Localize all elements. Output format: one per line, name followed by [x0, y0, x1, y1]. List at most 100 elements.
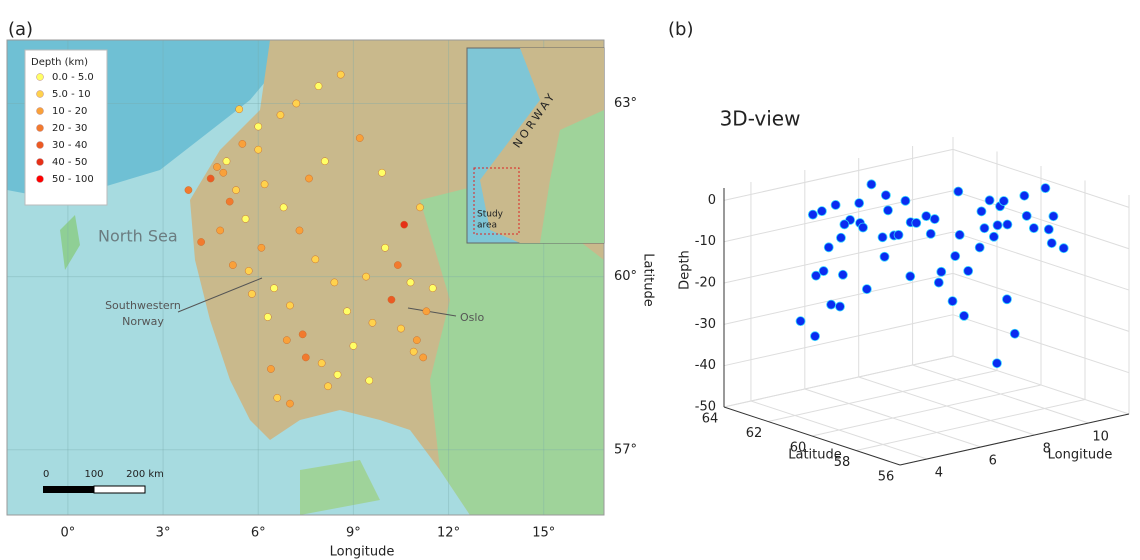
event: [299, 331, 306, 338]
event: [226, 198, 233, 205]
event-3d: [1044, 225, 1053, 234]
legend-marker: [37, 125, 44, 132]
event: [362, 273, 369, 280]
event-3d: [992, 359, 1001, 368]
event-3d: [862, 285, 871, 294]
event: [245, 267, 252, 274]
event: [397, 325, 404, 332]
event: [264, 313, 271, 320]
event-3d: [878, 233, 887, 242]
event: [274, 394, 281, 401]
legend-label: 0.0 - 5.0: [52, 72, 94, 83]
event: [229, 261, 236, 268]
event-3d: [922, 212, 931, 221]
event-3d: [930, 215, 939, 224]
event: [388, 296, 395, 303]
event-3d: [1059, 244, 1068, 253]
grid-line: [724, 149, 953, 200]
event-3d: [1047, 239, 1056, 248]
event: [198, 238, 205, 245]
event-3d: [796, 317, 805, 326]
annotation: North Sea: [98, 227, 178, 246]
legend-label: 50 - 100: [52, 174, 94, 185]
event: [416, 204, 423, 211]
event: [394, 261, 401, 268]
event: [242, 215, 249, 222]
legend-label: 20 - 30: [52, 123, 87, 134]
x-tick-label: 3°: [156, 526, 171, 541]
event-3d: [836, 233, 845, 242]
event-3d: [926, 229, 935, 238]
event-3d: [901, 196, 910, 205]
event: [236, 106, 243, 113]
event: [261, 181, 268, 188]
event-3d: [955, 230, 964, 239]
event-3d: [831, 200, 840, 209]
figure: (a) (b) NORWAY Study area Depth (km) Nor…: [0, 0, 1140, 560]
event-3d: [817, 207, 826, 216]
event: [305, 175, 312, 182]
event: [255, 146, 262, 153]
legend-marker: [37, 159, 44, 166]
event: [343, 308, 350, 315]
event-3d: [812, 271, 821, 280]
legend-title: Depth (km): [31, 57, 88, 68]
grid-line: [724, 356, 953, 407]
event-3d: [937, 267, 946, 276]
event-3d: [948, 297, 957, 306]
legend-marker: [37, 91, 44, 98]
event-3d: [811, 332, 820, 341]
event: [185, 186, 192, 193]
x-tick-label: 12°: [437, 526, 460, 541]
event: [350, 342, 357, 349]
panel-label: (b): [668, 19, 693, 40]
event: [207, 175, 214, 182]
event-3d: [954, 187, 963, 196]
event-3d: [964, 266, 973, 275]
event: [315, 83, 322, 90]
legend-label: 40 - 50: [52, 157, 87, 168]
chart-title: 3D-view: [720, 107, 801, 131]
event: [302, 354, 309, 361]
x-tick-label: 10: [1092, 430, 1109, 445]
x-tick-label: 8: [1043, 442, 1051, 457]
event: [255, 123, 262, 130]
event-3d: [934, 278, 943, 287]
event: [382, 244, 389, 251]
event-3d: [1022, 211, 1031, 220]
event: [267, 365, 274, 372]
legend-marker: [37, 142, 44, 149]
legend-marker: [37, 176, 44, 183]
event: [378, 169, 385, 176]
grid-line: [768, 371, 997, 422]
scale-bar: [43, 486, 94, 493]
z-tick-label: -50: [695, 400, 716, 415]
event-3d: [1029, 224, 1038, 233]
event: [283, 337, 290, 344]
x-tick-label: 0°: [61, 526, 76, 541]
grid-line: [724, 315, 953, 366]
event: [407, 279, 414, 286]
event: [270, 285, 277, 292]
event: [401, 221, 408, 228]
event-3d: [883, 206, 892, 215]
event-3d: [859, 223, 868, 232]
event-3d: [1020, 191, 1029, 200]
event-3d: [1003, 220, 1012, 229]
event: [331, 279, 338, 286]
event-3d: [894, 230, 903, 239]
event-3d: [880, 252, 889, 261]
y-tick-label: 60: [790, 441, 807, 456]
annotation: Norway: [122, 315, 164, 328]
scale-label: 200 km: [126, 469, 164, 480]
event: [334, 371, 341, 378]
event-3d: [999, 197, 1008, 206]
event-3d: [824, 243, 833, 252]
event: [410, 348, 417, 355]
event: [217, 227, 224, 234]
x-tick-label: 6: [989, 454, 997, 469]
x-tick-label: 6°: [251, 526, 266, 541]
event: [337, 71, 344, 78]
scale-label: 100: [84, 469, 103, 480]
x-axis-title: Longitude: [1048, 448, 1113, 463]
